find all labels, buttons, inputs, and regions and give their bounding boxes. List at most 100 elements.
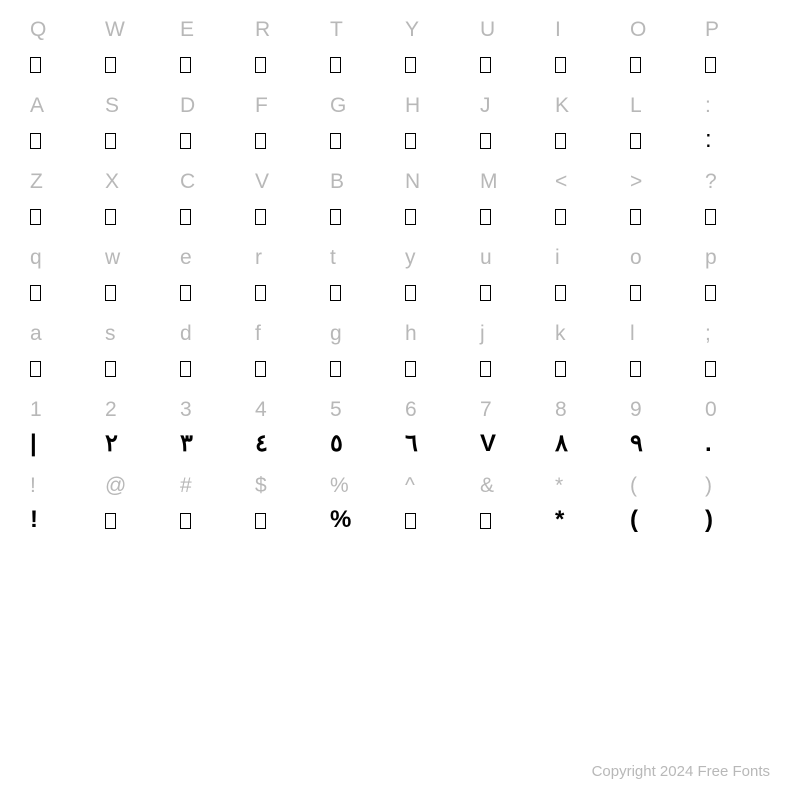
char-glyph [105, 50, 116, 78]
char-label: ) [705, 474, 712, 500]
char-glyph [630, 126, 641, 154]
char-cell: k [555, 314, 630, 390]
char-glyph [180, 202, 191, 230]
char-cell: i [555, 238, 630, 314]
missing-glyph-placeholder [480, 57, 491, 73]
char-glyph: ( [630, 506, 638, 534]
char-label: f [255, 322, 261, 348]
char-glyph [255, 126, 266, 154]
char-glyph [480, 50, 491, 78]
char-label: g [330, 322, 342, 348]
char-glyph [555, 126, 566, 154]
char-label: Y [405, 18, 419, 44]
missing-glyph-placeholder [555, 57, 566, 73]
missing-glyph-placeholder [480, 361, 491, 377]
char-glyph [480, 506, 491, 534]
missing-glyph-placeholder [405, 513, 416, 529]
char-label: t [330, 246, 336, 272]
missing-glyph-placeholder [180, 209, 191, 225]
missing-glyph-placeholder [30, 209, 41, 225]
char-cell: P [705, 10, 780, 86]
char-cell: q [30, 238, 105, 314]
missing-glyph-placeholder [105, 133, 116, 149]
char-glyph [180, 50, 191, 78]
char-glyph [105, 354, 116, 382]
char-cell: G [330, 86, 405, 162]
char-glyph [105, 126, 116, 154]
missing-glyph-placeholder [630, 209, 641, 225]
char-glyph: ) [705, 506, 713, 534]
char-label: I [555, 18, 561, 44]
char-cell: 2۲ [105, 390, 180, 466]
char-glyph [630, 202, 641, 230]
char-cell: l [630, 314, 705, 390]
char-glyph: ٩ [630, 430, 643, 458]
char-cell: 4٤ [255, 390, 330, 466]
char-glyph [255, 278, 266, 306]
char-cell: y [405, 238, 480, 314]
char-cell: !! [30, 466, 105, 542]
char-label: N [405, 170, 420, 196]
missing-glyph-placeholder [555, 209, 566, 225]
missing-glyph-placeholder [255, 209, 266, 225]
missing-glyph-placeholder [405, 133, 416, 149]
char-glyph [30, 202, 41, 230]
missing-glyph-placeholder [255, 513, 266, 529]
char-cell: U [480, 10, 555, 86]
char-label: i [555, 246, 560, 272]
missing-glyph-placeholder [255, 361, 266, 377]
char-cell: s [105, 314, 180, 390]
char-cell: a [30, 314, 105, 390]
char-cell: ? [705, 162, 780, 238]
char-glyph [405, 278, 416, 306]
char-glyph: V [480, 430, 496, 458]
char-cell: )) [705, 466, 780, 542]
char-cell: p [705, 238, 780, 314]
char-cell: 1| [30, 390, 105, 466]
char-cell: 0. [705, 390, 780, 466]
font-character-grid: QWERTYUIOPASDFGHJKL::ZXCVBNM<>?qwertyuio… [0, 0, 800, 542]
char-label: 5 [330, 398, 342, 424]
char-cell: W [105, 10, 180, 86]
char-glyph: % [330, 506, 351, 534]
char-glyph: ٨ [555, 430, 568, 458]
missing-glyph-placeholder [105, 285, 116, 301]
char-glyph: | [30, 430, 37, 458]
char-cell: f [255, 314, 330, 390]
char-cell: 6٦ [405, 390, 480, 466]
char-label: X [105, 170, 119, 196]
char-cell: D [180, 86, 255, 162]
char-glyph [30, 354, 41, 382]
char-glyph: ۲ [105, 430, 118, 458]
char-cell: Q [30, 10, 105, 86]
char-label: G [330, 94, 346, 120]
char-label: 9 [630, 398, 642, 424]
missing-glyph-placeholder [330, 57, 341, 73]
char-label: h [405, 322, 417, 348]
char-cell: d [180, 314, 255, 390]
char-label: 0 [705, 398, 717, 424]
char-cell: & [480, 466, 555, 542]
char-label: y [405, 246, 416, 272]
char-glyph [705, 278, 716, 306]
char-cell: u [480, 238, 555, 314]
copyright-text: Copyright 2024 Free Fonts [592, 763, 770, 780]
char-label: W [105, 18, 125, 44]
char-glyph [330, 50, 341, 78]
char-label: p [705, 246, 717, 272]
char-cell: E [180, 10, 255, 86]
missing-glyph-placeholder [330, 209, 341, 225]
char-label: 3 [180, 398, 192, 424]
missing-glyph-placeholder [255, 285, 266, 301]
char-cell: N [405, 162, 480, 238]
char-cell: :: [705, 86, 780, 162]
char-label: V [255, 170, 269, 196]
missing-glyph-placeholder [630, 361, 641, 377]
char-glyph [555, 354, 566, 382]
char-glyph [555, 278, 566, 306]
char-label: 4 [255, 398, 267, 424]
missing-glyph-placeholder [330, 361, 341, 377]
char-glyph [480, 278, 491, 306]
char-cell: ^ [405, 466, 480, 542]
char-label: T [330, 18, 343, 44]
